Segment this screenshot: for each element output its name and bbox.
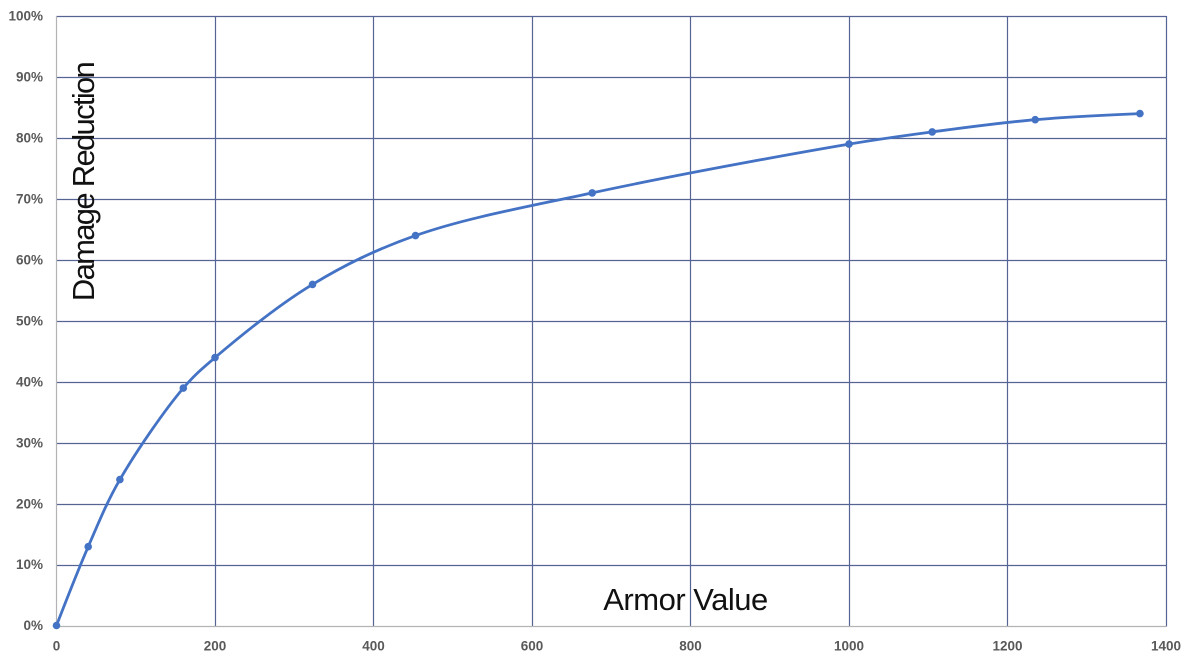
- svg-text:30%: 30%: [16, 435, 43, 450]
- svg-text:Armor Value: Armor Value: [603, 582, 768, 617]
- svg-text:80%: 80%: [16, 131, 43, 146]
- svg-text:10%: 10%: [16, 557, 43, 572]
- svg-text:1000: 1000: [834, 638, 864, 653]
- svg-text:600: 600: [521, 638, 544, 653]
- svg-text:90%: 90%: [16, 70, 43, 85]
- svg-text:0: 0: [53, 638, 61, 653]
- svg-text:100%: 100%: [8, 9, 43, 24]
- svg-text:60%: 60%: [16, 253, 43, 268]
- svg-text:1200: 1200: [992, 638, 1022, 653]
- svg-text:70%: 70%: [16, 192, 43, 207]
- svg-text:200: 200: [204, 638, 227, 653]
- svg-text:50%: 50%: [16, 314, 43, 329]
- svg-text:40%: 40%: [16, 374, 43, 389]
- svg-text:Damage Reduction: Damage Reduction: [66, 62, 101, 301]
- svg-text:800: 800: [679, 638, 702, 653]
- svg-text:400: 400: [362, 638, 385, 653]
- svg-text:0%: 0%: [23, 618, 43, 633]
- svg-text:20%: 20%: [16, 496, 43, 511]
- svg-text:1400: 1400: [1151, 638, 1181, 653]
